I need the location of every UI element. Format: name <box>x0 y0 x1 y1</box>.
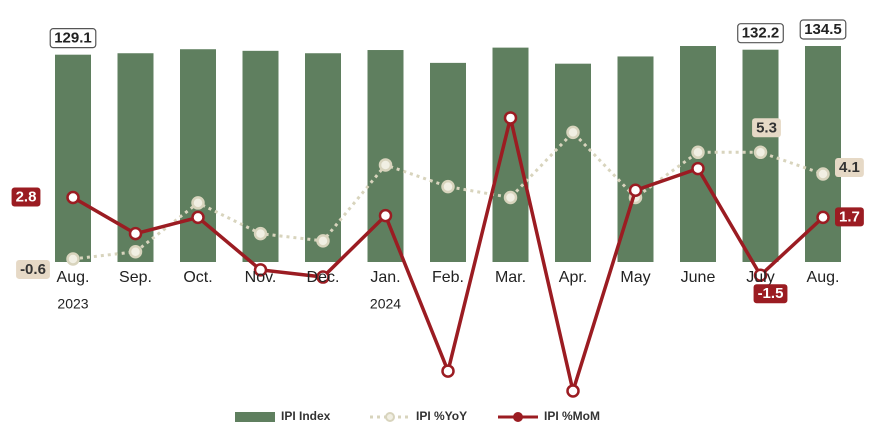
point <box>691 161 705 176</box>
point <box>628 183 643 198</box>
legend-swatch <box>513 412 523 422</box>
point <box>316 270 330 284</box>
value-label-box <box>737 23 784 44</box>
point <box>128 226 143 241</box>
x-tick-label: Feb. <box>432 269 464 286</box>
legend-swatch <box>385 412 395 422</box>
point <box>66 190 80 205</box>
bar <box>555 63 591 262</box>
point <box>691 145 705 160</box>
bar <box>430 62 466 262</box>
legend-swatch <box>235 412 275 422</box>
x-tick-label: Aug. <box>807 269 840 286</box>
value-label-box <box>835 157 864 177</box>
value-label-text: -0.6 <box>20 261 46 278</box>
year-label: 2024 <box>370 296 401 312</box>
value-label: 1.7 <box>835 207 864 227</box>
value-label: 132.2 <box>737 23 784 44</box>
x-tick-label: Dec. <box>307 269 340 286</box>
value-label-text: 5.3 <box>756 119 777 136</box>
value-label-box <box>799 19 847 40</box>
x-tick-label: Sep. <box>119 269 152 286</box>
x-tick-label: July <box>746 269 774 286</box>
bar <box>492 47 529 262</box>
value-label: 134.5 <box>799 19 847 40</box>
point <box>191 196 205 210</box>
x-tick-label: Oct. <box>183 269 212 286</box>
value-label: 5.3 <box>752 118 781 138</box>
point <box>66 252 80 266</box>
value-label-box <box>11 187 41 207</box>
bar <box>805 46 841 262</box>
legend-label: IPI Index <box>281 409 331 423</box>
value-label-box <box>753 284 788 304</box>
legend-label: IPI %YoY <box>416 409 467 423</box>
point <box>191 210 205 225</box>
bar <box>55 54 91 263</box>
point <box>503 190 518 205</box>
point <box>316 234 330 248</box>
value-label-text: 2.8 <box>16 188 37 205</box>
point <box>253 226 268 241</box>
year-label: 2023 <box>57 296 88 312</box>
value-label: 129.1 <box>49 28 97 49</box>
value-label-box <box>16 259 50 279</box>
point <box>441 179 455 194</box>
value-label-text: 134.5 <box>804 21 842 38</box>
value-label: 2.8 <box>11 187 41 207</box>
x-tick-label: June <box>681 269 716 286</box>
point <box>378 158 393 172</box>
x-tick-label: Nov. <box>245 269 277 286</box>
value-label-text: -1.5 <box>758 285 784 302</box>
x-tick-label: Jan. <box>370 269 400 286</box>
value-label: 4.1 <box>835 157 864 177</box>
point <box>253 263 268 277</box>
point <box>566 125 580 140</box>
value-label-text: 4.1 <box>839 159 860 176</box>
point <box>378 208 393 223</box>
point <box>753 268 768 282</box>
point <box>816 210 830 225</box>
value-label: -0.6 <box>16 259 50 279</box>
point <box>753 145 768 160</box>
x-tick-label: Apr. <box>559 269 587 286</box>
point <box>441 364 455 378</box>
value-label: -1.5 <box>753 284 788 304</box>
point <box>128 244 143 259</box>
value-label-box <box>752 118 781 138</box>
value-label-box <box>835 207 864 227</box>
x-tick-label: Mar. <box>495 269 526 286</box>
bar <box>305 53 341 262</box>
legend-label: IPI %MoM <box>544 409 600 423</box>
value-label-box <box>49 28 97 49</box>
point <box>503 111 518 125</box>
x-tick-label: Aug. <box>57 269 90 286</box>
value-label-text: 129.1 <box>54 30 92 47</box>
value-label-text: 132.2 <box>742 25 780 42</box>
value-label-text: 1.7 <box>839 208 860 225</box>
x-tick-label: May <box>620 269 650 286</box>
point <box>566 384 580 398</box>
point <box>816 167 830 181</box>
